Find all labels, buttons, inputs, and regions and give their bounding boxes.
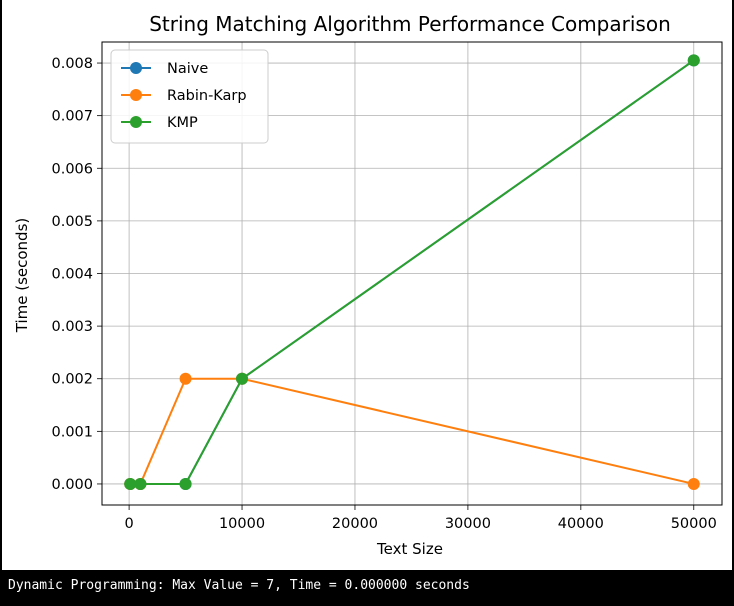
y-axis-label: Time (seconds) <box>13 218 31 334</box>
plot-frame <box>101 41 723 506</box>
series-layer <box>124 54 700 490</box>
x-tick-label: 40000 <box>558 516 604 532</box>
series-kmp <box>124 54 700 490</box>
y-tick-label: 0.007 <box>51 109 93 125</box>
plot-panel: String Matching Algorithm Performance Co… <box>2 0 732 570</box>
x-tick-label: 30000 <box>445 516 491 532</box>
legend-item: KMP <box>121 115 198 131</box>
y-tick-label: 0.004 <box>51 267 93 283</box>
data-point <box>124 477 137 490</box>
data-point <box>179 477 192 490</box>
console-output-line: Dynamic Programming: Max Value = 7, Time… <box>8 578 470 593</box>
legend-marker <box>130 116 142 128</box>
y-tick-label: 0.000 <box>51 477 93 493</box>
x-tick-label: 20000 <box>332 516 378 532</box>
grid-lines <box>102 42 722 505</box>
legend: Naive Rabin-Karp KMP <box>110 49 269 144</box>
legend-marker <box>130 89 142 101</box>
data-point <box>687 54 700 67</box>
legend-item: Naive <box>121 61 208 77</box>
data-point <box>134 477 147 490</box>
legend-item: Rabin-Karp <box>121 88 247 104</box>
data-point <box>179 372 192 385</box>
x-axis-label: Text Size <box>376 540 443 558</box>
axes: 0 10000 20000 30000 40000 50000 0.000 0.001 0.00… <box>51 41 723 532</box>
console-panel: Dynamic Programming: Max Value = 7, Time… <box>0 572 734 606</box>
y-tick-label: 0.005 <box>51 214 93 230</box>
data-point <box>236 372 249 385</box>
x-tick-label: 50000 <box>671 516 717 532</box>
y-tick-label: 0.008 <box>51 56 93 72</box>
y-tick-label: 0.001 <box>51 424 93 440</box>
legend-label: Rabin-Karp <box>167 88 247 104</box>
legend-label: KMP <box>167 115 198 131</box>
legend-marker <box>130 62 142 74</box>
data-point <box>687 477 700 490</box>
x-tick-label: 10000 <box>219 516 265 532</box>
line-chart: String Matching Algorithm Performance Co… <box>13 12 723 558</box>
y-tick-label: 0.003 <box>51 319 93 335</box>
legend-label: Naive <box>167 61 208 77</box>
y-tick-label: 0.006 <box>51 161 93 177</box>
y-tick-label: 0.002 <box>51 372 93 388</box>
chart-title: String Matching Algorithm Performance Co… <box>149 12 671 36</box>
x-tick-label: 0 <box>124 516 133 532</box>
legend-box <box>110 49 269 144</box>
